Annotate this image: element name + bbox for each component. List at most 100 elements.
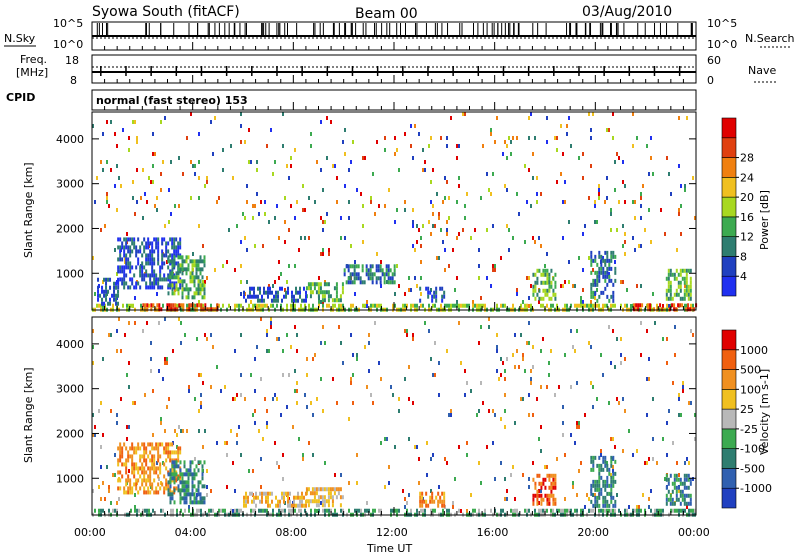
data-cell (676, 248, 678, 252)
data-cell (430, 288, 432, 292)
echo-cell (323, 487, 326, 492)
data-cell (646, 329, 648, 333)
echo-cell (361, 280, 364, 285)
echo-cell (253, 286, 255, 291)
echo-cell (552, 493, 555, 498)
echo-cell (117, 486, 120, 491)
data-cell (404, 132, 406, 136)
data-cell (104, 224, 106, 228)
echo-cell (419, 491, 422, 496)
echo-cell (689, 497, 692, 502)
data-cell (94, 200, 96, 204)
echo-cell (590, 282, 593, 287)
data-cell (466, 509, 468, 513)
echo-cell (130, 303, 132, 308)
data-cell (604, 200, 606, 204)
echo-cell (133, 285, 136, 290)
echo-cell (682, 508, 684, 513)
echo-cell (671, 481, 674, 486)
echo-cell (141, 442, 144, 447)
echo-cell (131, 486, 134, 491)
data-cell (288, 228, 290, 232)
data-cell (190, 196, 192, 200)
data-cell (214, 268, 216, 272)
echo-cell (131, 458, 134, 463)
echo-cell (687, 477, 690, 482)
data-cell (564, 453, 566, 457)
echo-cell (421, 495, 424, 500)
data-cell (646, 377, 648, 381)
nsearch-label: N.Search (745, 32, 795, 45)
data-cell (456, 144, 458, 148)
data-cell (192, 164, 194, 168)
echo-cell (598, 294, 601, 299)
echo-cell (649, 303, 652, 308)
echo-cell (372, 508, 374, 513)
echo-cell (596, 483, 599, 488)
echo-cell (683, 481, 686, 486)
echo-cell (594, 487, 597, 492)
echo-cell (338, 303, 340, 308)
echo-cell (371, 264, 374, 269)
data-cell (150, 341, 152, 345)
echo-cell (97, 293, 100, 298)
echo-cell (179, 237, 182, 242)
echo-cell (524, 303, 526, 308)
echo-cell (446, 508, 448, 513)
echo-cell (123, 285, 126, 290)
data-cell (646, 461, 648, 465)
echo-cell (193, 283, 196, 288)
echo-cell (145, 269, 148, 274)
echo-cell (171, 241, 174, 246)
echo-cell (669, 501, 672, 506)
echo-cell (419, 499, 422, 504)
echo-cell (151, 269, 154, 274)
data-cell (480, 296, 482, 300)
echo-cell (183, 484, 186, 489)
echo-cell (339, 503, 342, 508)
echo-cell (159, 462, 162, 467)
echo-cell (687, 485, 690, 490)
data-cell (538, 236, 540, 240)
data-cell (418, 132, 420, 136)
echo-cell (163, 490, 166, 495)
data-cell (646, 144, 648, 148)
echo-cell (387, 264, 390, 269)
echo-cell (610, 479, 613, 484)
data-cell (222, 148, 224, 152)
data-cell (200, 393, 202, 397)
echo-cell (554, 501, 557, 506)
data-cell (510, 152, 512, 156)
echo-cell (145, 261, 148, 266)
echo-cell (665, 288, 668, 293)
echo-cell (685, 272, 688, 277)
data-cell (272, 397, 274, 401)
echo-cell (197, 267, 200, 272)
echo-cell (141, 265, 144, 270)
echo-cell (169, 261, 172, 266)
echo-cell (123, 273, 126, 278)
echo-cell (608, 278, 611, 283)
data-cell (232, 397, 234, 401)
echo-cell (594, 479, 597, 484)
echo-cell (172, 303, 175, 308)
data-cell (134, 120, 136, 124)
echo-cell (678, 508, 680, 513)
echo-cell (610, 475, 613, 480)
data-cell (194, 172, 196, 176)
echo-cell (293, 495, 295, 500)
echo-cell (155, 273, 158, 278)
echo-cell (331, 495, 334, 500)
echo-cell (343, 268, 346, 273)
data-cell (528, 393, 530, 397)
echo-cell (144, 303, 147, 308)
data-cell (502, 152, 504, 156)
echo-cell (189, 500, 192, 505)
data-cell (568, 260, 570, 264)
echo-cell (380, 508, 382, 513)
echo-cell (280, 303, 282, 308)
echo-cell (167, 259, 170, 264)
echo-cell (165, 241, 168, 246)
data-cell (506, 497, 508, 501)
data-cell (322, 228, 324, 232)
